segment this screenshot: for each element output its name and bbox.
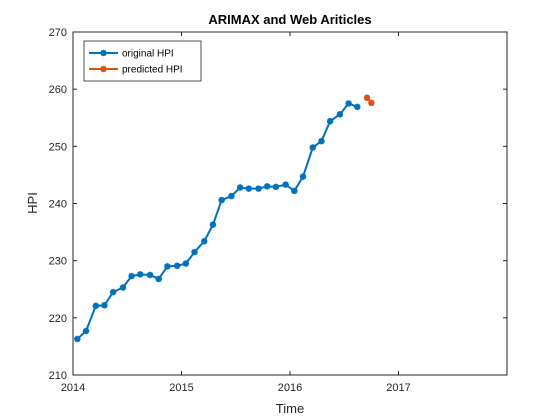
legend-item: predicted HPI xyxy=(89,65,183,76)
legend-marker xyxy=(100,65,107,73)
data-point xyxy=(201,238,208,245)
y-tick-label: 220 xyxy=(49,313,67,325)
data-point xyxy=(182,260,190,267)
data-point xyxy=(336,111,344,118)
data-point xyxy=(191,248,198,256)
data-point xyxy=(137,271,144,278)
data-point xyxy=(245,185,252,192)
y-tick-label: 210 xyxy=(49,370,67,382)
y-tick-label: 260 xyxy=(49,84,67,96)
data-point xyxy=(255,185,262,192)
x-tick-label: 2017 xyxy=(386,382,410,394)
data-point xyxy=(291,187,298,195)
data-point xyxy=(173,262,181,270)
data-point xyxy=(309,144,316,151)
x-tick-label: 2016 xyxy=(278,382,302,394)
x-ticks: 2014 2015 2016 2017 xyxy=(61,32,411,394)
x-tick-label: 2014 xyxy=(61,382,85,394)
y-tick-label: 240 xyxy=(49,199,67,211)
chart-title: ARIMAX and Web Ariticles xyxy=(208,12,371,27)
data-point xyxy=(74,335,81,343)
data-point xyxy=(228,192,235,200)
legend-label: original HPI xyxy=(122,49,174,60)
data-point xyxy=(119,284,127,291)
data-point xyxy=(101,302,108,309)
y-axis-label: HPI xyxy=(25,192,40,214)
data-point xyxy=(282,181,289,188)
legend: original HPI predicted HPI xyxy=(83,40,202,82)
data-point xyxy=(128,272,135,280)
series-2 xyxy=(363,94,375,107)
data-point xyxy=(354,103,361,111)
series-1 xyxy=(74,100,361,343)
y-tick-label: 250 xyxy=(49,141,67,153)
data-point xyxy=(164,263,171,270)
y-ticks: 210 220 230 240 250 260 270 xyxy=(49,27,507,382)
y-tick-label: 230 xyxy=(49,256,67,268)
legend-marker xyxy=(100,49,107,57)
data-point xyxy=(318,137,325,145)
data-point xyxy=(299,173,307,180)
data-point xyxy=(218,196,225,204)
plot-area xyxy=(73,32,507,375)
data-point xyxy=(92,302,99,310)
data-point xyxy=(368,99,375,107)
data-point xyxy=(345,100,352,107)
series-layer xyxy=(74,94,375,343)
y-tick-label: 270 xyxy=(49,27,67,39)
legend-items: original HPI predicted HPI xyxy=(89,49,183,76)
data-point xyxy=(363,94,371,101)
x-tick-label: 2015 xyxy=(169,382,193,394)
data-point xyxy=(326,117,334,125)
data-point xyxy=(264,183,271,190)
legend-box xyxy=(83,40,202,82)
data-point xyxy=(82,327,90,335)
data-point xyxy=(109,288,117,296)
legend-label: predicted HPI xyxy=(122,65,183,76)
data-point xyxy=(155,275,162,283)
data-point xyxy=(236,184,244,191)
data-point xyxy=(146,271,154,279)
x-axis-label: Time xyxy=(276,401,304,416)
data-point xyxy=(209,221,217,228)
data-point xyxy=(272,183,280,191)
legend-item: original HPI xyxy=(89,49,174,60)
